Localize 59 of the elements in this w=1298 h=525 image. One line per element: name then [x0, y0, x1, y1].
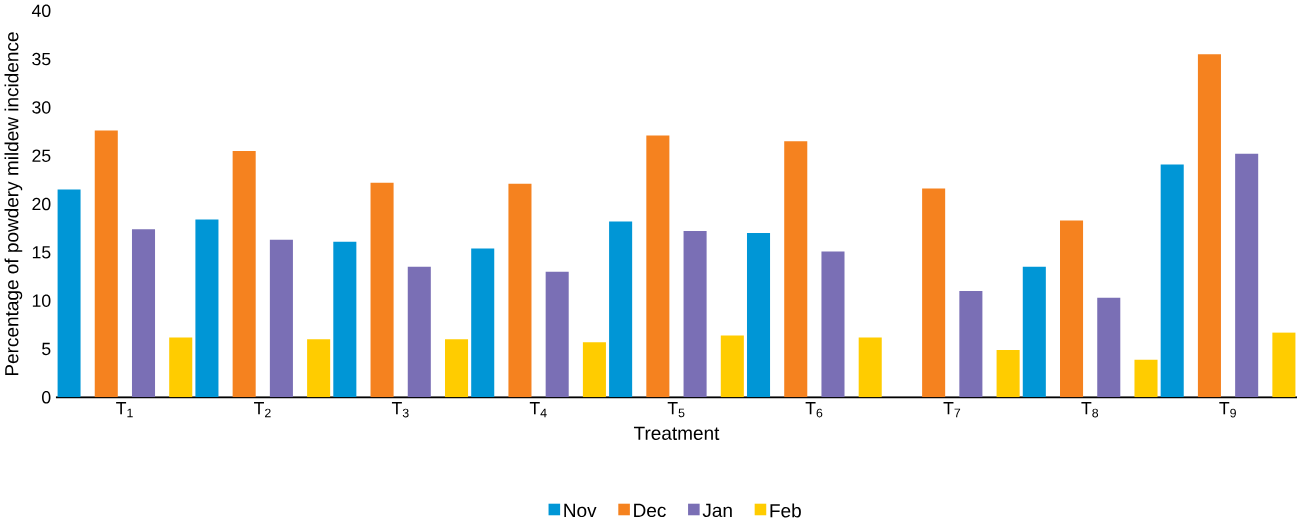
- bar: [996, 350, 1020, 398]
- bar: [720, 335, 744, 398]
- bar: [131, 229, 156, 398]
- y-tick-label: 10: [32, 294, 51, 308]
- bar: [1272, 332, 1296, 398]
- legend-label: Dec: [634, 504, 666, 518]
- bar: [922, 188, 946, 398]
- bar: [57, 189, 81, 398]
- bar: [471, 248, 495, 398]
- bar: [683, 231, 707, 398]
- bar: [858, 337, 882, 398]
- bar: [609, 221, 633, 398]
- bar: [333, 241, 357, 398]
- legend-label: Feb: [770, 503, 801, 518]
- bar: [1160, 164, 1184, 398]
- y-tick-label: 15: [32, 246, 51, 259]
- x-tick-label: T$_{8}$: [1081, 402, 1099, 418]
- bar: [94, 130, 118, 398]
- bar: [784, 141, 808, 398]
- bar: [545, 271, 569, 398]
- y-tick-label: 25: [32, 149, 51, 163]
- bar: [1197, 54, 1221, 398]
- bar: [1060, 220, 1084, 398]
- y-tick-label: 30: [32, 101, 51, 114]
- bar: [582, 342, 606, 398]
- x-axis-title: Treatment: [633, 426, 720, 441]
- x-tick-label: T$_{3}$: [391, 402, 409, 418]
- bar: [1235, 153, 1259, 398]
- bar: [1097, 297, 1121, 398]
- bar: [1134, 359, 1158, 398]
- x-tick-label: T$_{9}$: [1219, 402, 1236, 418]
- bar: [269, 239, 293, 398]
- x-tick-label: T$_{2}$: [254, 402, 271, 418]
- legend-label: Nov: [564, 504, 597, 518]
- x-tick-label: T$_{5}$: [667, 402, 685, 418]
- y-tick-label: 5: [42, 342, 51, 356]
- x-tick-label: T$_{6}$: [805, 402, 823, 418]
- bar: [232, 151, 256, 398]
- bar: [370, 182, 394, 398]
- bar: [445, 339, 469, 398]
- bar: [407, 266, 431, 398]
- legend-label: Jan: [702, 504, 732, 518]
- bar: [307, 339, 331, 398]
- y-tick-label: 35: [32, 52, 51, 66]
- bar: [1022, 266, 1046, 398]
- bar: [508, 183, 532, 398]
- x-tick-label: T$_{1}$: [116, 402, 133, 418]
- x-tick-label: T$_{4}$: [529, 402, 547, 418]
- bar: [169, 337, 193, 398]
- bar: [195, 219, 219, 398]
- bar: [821, 251, 845, 398]
- bar: [646, 135, 670, 398]
- y-axis-title: Percentage of powdery mildew incidence: [4, 32, 23, 376]
- y-tick-label: 0: [42, 391, 51, 404]
- y-tick-label: 20: [32, 197, 51, 211]
- bar: [746, 233, 771, 398]
- x-tick-label: T$_{7}$: [943, 402, 961, 418]
- bar: [959, 291, 983, 398]
- y-tick-label: 40: [31, 4, 51, 18]
